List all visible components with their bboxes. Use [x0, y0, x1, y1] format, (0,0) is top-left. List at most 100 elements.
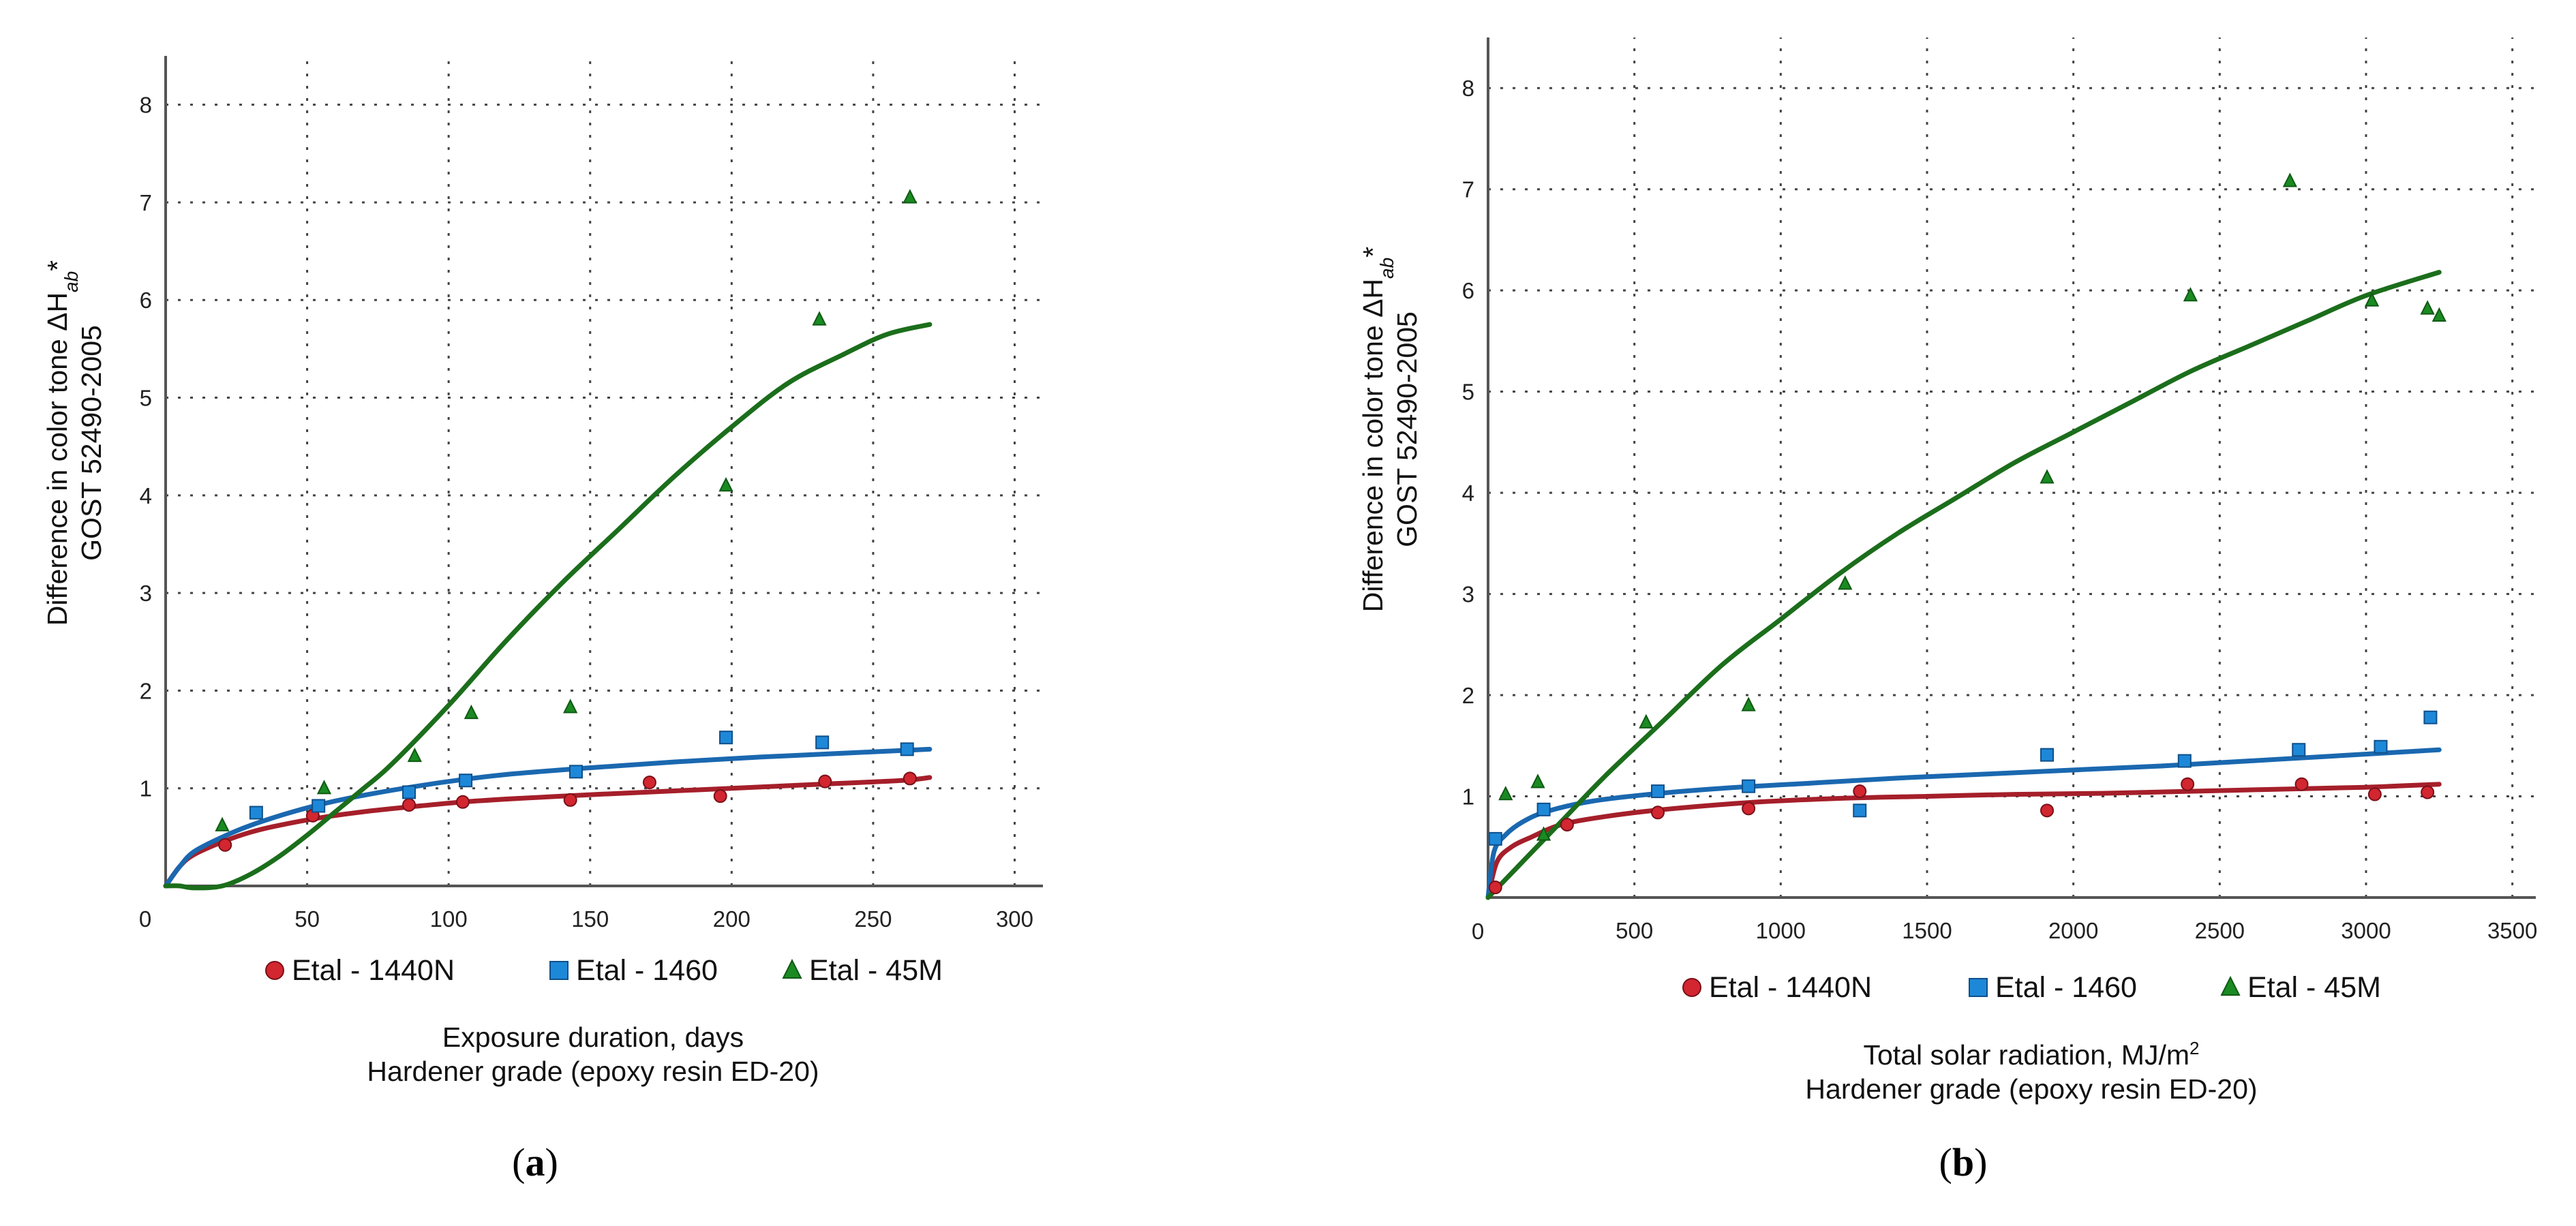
data-point-triangle — [464, 704, 479, 720]
chart-b-legend: Etal - 1440N Etal - 1460 Etal - 45M — [1682, 971, 2381, 1004]
chart-b-grid — [1488, 37, 2536, 898]
data-point-square — [1536, 802, 1551, 816]
x-tick-label: 1000 — [1756, 918, 1806, 943]
fit-line-square — [163, 746, 933, 889]
data-point-triangle — [1741, 696, 1756, 711]
y-tick-label: 7 — [140, 190, 152, 215]
chart-b-points — [1488, 172, 2446, 895]
x-tick-label: 0 — [139, 906, 151, 932]
data-point-circle — [818, 774, 832, 788]
data-point-square — [312, 799, 326, 813]
chart-a-caption-close: ) — [545, 1140, 558, 1184]
y-tick-label: 2 — [140, 678, 152, 703]
data-point-triangle — [1639, 714, 1654, 729]
data-point-square — [249, 806, 263, 820]
legend-label: Etal - 1460 — [576, 954, 718, 987]
data-point-square — [2374, 739, 2388, 754]
chart-b-xlabel-sup: 2 — [2189, 1038, 2199, 1058]
data-point-triangle — [812, 311, 827, 326]
y-tick-label: 1 — [140, 776, 152, 801]
legend-marker-triangle — [782, 958, 802, 979]
chart-a-caption: (a) — [512, 1140, 558, 1184]
data-point-square — [719, 731, 733, 745]
x-tick-label: 250 — [854, 906, 892, 932]
data-point-triangle — [2183, 287, 2198, 302]
data-point-circle — [2367, 787, 2382, 801]
data-point-square — [2423, 710, 2438, 724]
y-tick-label: 5 — [1462, 380, 1474, 405]
chart-a-ylabel: Difference in color tone ΔHab* — [42, 260, 82, 626]
chart-b-xlabel-line2: Hardener grade (epoxy resin ED-20) — [1805, 1073, 2257, 1105]
data-point-triangle — [1838, 575, 1853, 590]
chart-panel-b: 0 500 1000 1500 2000 2500 3000 3500 1 2 3 4 5 6 7 8 Eta… — [1322, 0, 2576, 1226]
legend-label: Etal - 45M — [809, 954, 943, 987]
legend-marker-square — [549, 961, 569, 980]
x-tick-label: 0 — [1472, 919, 1484, 944]
chart-b-ylabel-star: * — [1357, 247, 1389, 258]
data-point-triangle — [1536, 826, 1551, 841]
x-tick-label: 150 — [571, 906, 609, 932]
y-tick-label: 3 — [1462, 582, 1474, 607]
data-point-circle — [1651, 806, 1665, 820]
data-point-circle — [402, 798, 416, 812]
data-point-circle — [2421, 785, 2435, 799]
fit-line-square — [1485, 747, 2442, 900]
data-point-circle — [1742, 801, 1756, 816]
chart-b-svg: 0 500 1000 1500 2000 2500 3000 3500 1 2 3 4 5 6 7 8 Eta… — [1357, 37, 2538, 1184]
x-tick-label: 50 — [294, 906, 320, 932]
x-tick-label: 300 — [996, 906, 1033, 932]
y-tick-label: 3 — [140, 581, 152, 606]
chart-b-ylabel-sub: ab — [1376, 258, 1397, 279]
chart-a-caption-open: ( — [512, 1140, 525, 1184]
data-point-triangle — [563, 699, 578, 714]
data-point-square — [1853, 803, 1867, 818]
fit-line-triangle — [1485, 270, 2442, 900]
x-tick-label: 500 — [1616, 918, 1653, 943]
chart-b-tick-labels: 0 500 1000 1500 2000 2500 3000 3500 1 2 3 4 5 6 7 8 — [1462, 76, 2538, 944]
chart-a-axes — [164, 56, 1043, 887]
data-point-square — [2040, 748, 2055, 762]
chart-a-xlabel-line1: Exposure duration, days — [442, 1022, 744, 1053]
chart-b-axes — [1487, 37, 2536, 899]
data-point-circle — [2040, 803, 2055, 818]
data-point-triangle — [1498, 786, 1513, 801]
data-point-square — [2292, 743, 2306, 757]
data-point-triangle — [2431, 307, 2446, 322]
chart-b-ylabel-main: Difference in color tone ΔH — [1357, 279, 1389, 612]
data-point-triangle — [316, 780, 332, 795]
legend-marker-circle — [265, 961, 284, 980]
chart-a-xlabel-main: Exposure duration, days — [442, 1022, 744, 1053]
data-point-circle — [455, 795, 470, 809]
y-tick-label: 6 — [1462, 278, 1474, 303]
legend-label: Etal - 1440N — [292, 954, 455, 987]
chart-a-tick-labels: 0 50 100 150 200 250 300 1 2 3 4 5 6 7 8 — [139, 93, 1033, 932]
data-point-triangle — [2282, 172, 2297, 187]
data-point-circle — [2294, 777, 2309, 791]
data-point-triangle — [903, 189, 918, 204]
chart-b-caption-open: ( — [1939, 1140, 1952, 1184]
chart-a-xlabel-line2: Hardener grade (epoxy resin ED-20) — [367, 1056, 819, 1087]
y-tick-label: 8 — [1462, 76, 1474, 101]
data-point-square — [402, 785, 416, 799]
data-point-square — [1651, 784, 1665, 799]
chart-b-caption-close: ) — [1974, 1140, 1987, 1184]
chart-b-fit-lines — [1485, 270, 2442, 900]
x-tick-label: 2500 — [2195, 918, 2245, 943]
data-point-circle — [2181, 777, 2195, 791]
chart-b-caption: (b) — [1939, 1140, 1988, 1184]
data-point-triangle — [407, 747, 422, 763]
legend-label: Etal - 1440N — [1709, 971, 1872, 1004]
y-tick-label: 4 — [140, 483, 152, 508]
data-point-circle — [713, 789, 727, 803]
chart-a-fit-lines — [163, 322, 933, 891]
y-tick-label: 2 — [1462, 683, 1474, 708]
y-tick-label: 4 — [1462, 480, 1474, 506]
chart-b-xlabel-line1: Total solar radiation, MJ/m2 — [1864, 1038, 2200, 1071]
data-point-square — [569, 765, 583, 779]
chart-a-ylabel-sub: ab — [61, 271, 82, 292]
legend-marker-circle — [1682, 978, 1701, 997]
data-point-square — [1742, 779, 1756, 793]
data-point-triangle — [2420, 300, 2435, 315]
x-tick-label: 3500 — [2487, 918, 2537, 943]
